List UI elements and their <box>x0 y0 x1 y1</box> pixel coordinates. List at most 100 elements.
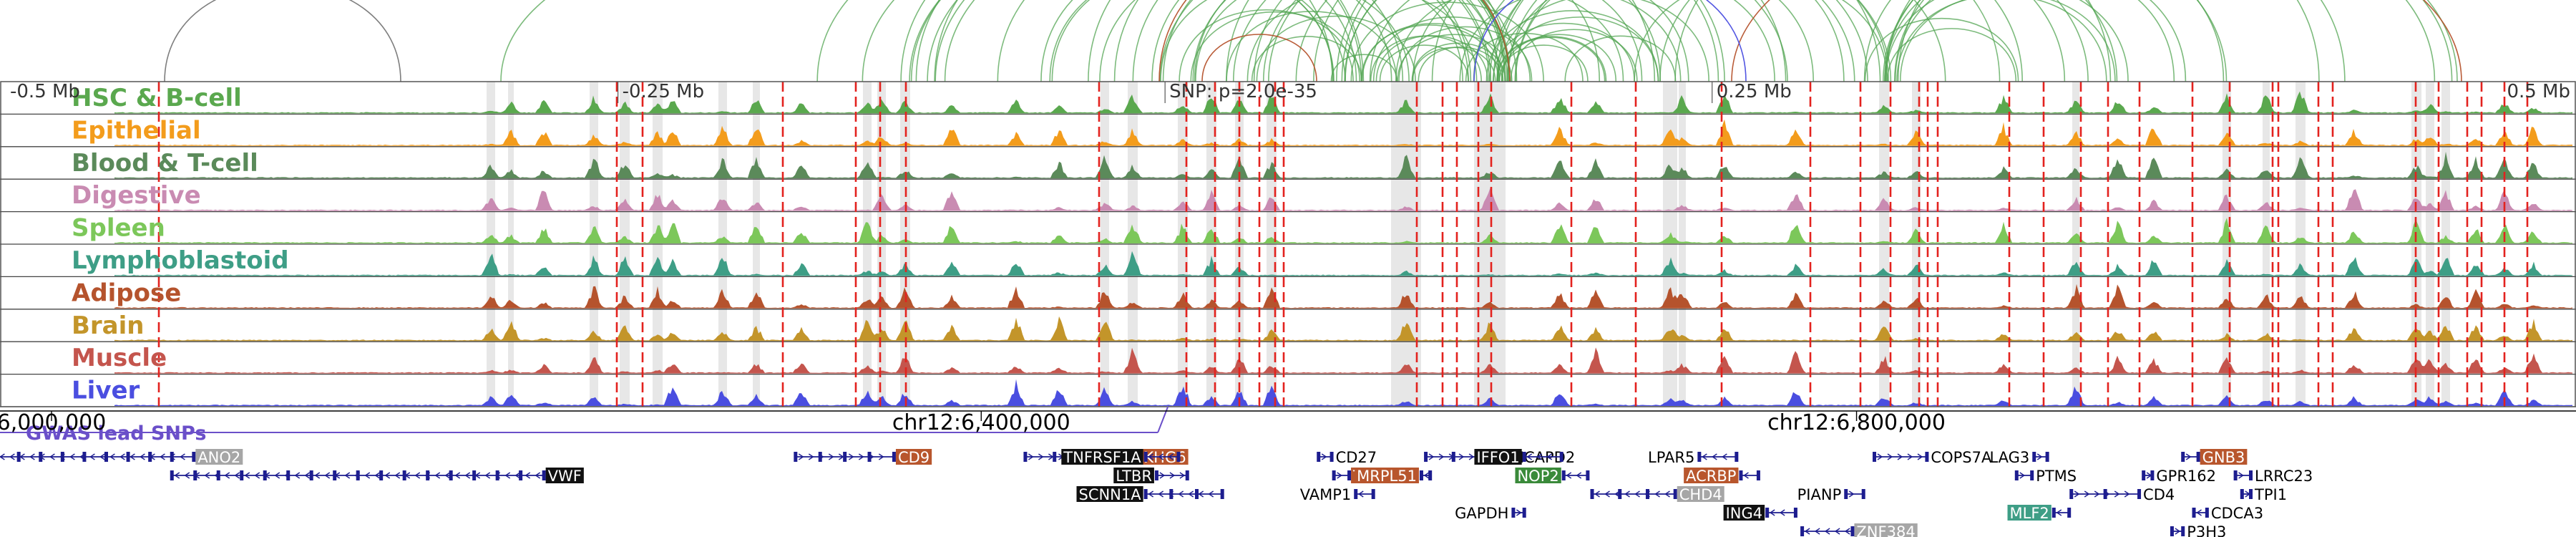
exon <box>402 470 406 480</box>
strand-chevron <box>1198 490 1204 498</box>
gene-gpr162: GPR162 <box>2142 468 2216 485</box>
distance-label: SNP: p=2.0e-35 <box>1169 81 1317 102</box>
chromatin-loop-arc <box>1564 35 1677 82</box>
exon <box>192 452 196 462</box>
exon <box>1800 526 1805 536</box>
exon <box>1023 452 1028 462</box>
chromatin-loop-arc <box>1192 0 1501 82</box>
chromatin-loop-arc <box>1246 0 1478 82</box>
strand-chevron <box>1159 472 1166 479</box>
chromatin-loop-arc <box>1497 37 1606 82</box>
strand-chevron <box>444 472 451 479</box>
strand-chevron <box>1546 453 1553 460</box>
strand-chevron <box>1028 453 1034 460</box>
exon <box>126 452 130 462</box>
strand-chevron <box>1423 472 1430 479</box>
strand-chevron <box>1188 490 1194 498</box>
gene-label: ZNF384 <box>1856 523 1915 537</box>
strand-chevron <box>1357 490 1364 498</box>
gene-label: CD9 <box>898 449 930 466</box>
strand-chevron <box>1804 528 1810 535</box>
strand-chevron <box>2238 472 2244 479</box>
strand-chevron <box>1576 472 1582 479</box>
strand-chevron <box>1844 528 1850 535</box>
strand-chevron <box>1634 490 1640 498</box>
strand-chevron <box>109 453 115 460</box>
exon <box>2051 508 2056 518</box>
gene-mrpl51: MRPL51 <box>1355 468 1433 485</box>
track-label: HSC & B-cell <box>72 84 242 112</box>
chromatin-loop-arc <box>1506 0 1775 82</box>
strand-chevron <box>1179 472 1186 479</box>
track-signal <box>114 347 2572 374</box>
gene-label: PTMS <box>2036 468 2077 485</box>
exon <box>1793 508 1797 518</box>
gene-vwf: VWF <box>170 468 584 485</box>
strand-chevron <box>0 453 5 460</box>
exon <box>1451 452 1455 462</box>
exon <box>2032 452 2036 462</box>
gene-gnb3: GNB3 <box>2181 449 2248 466</box>
exon <box>60 452 64 462</box>
strand-chevron <box>828 453 834 460</box>
strand-chevron <box>858 453 864 460</box>
track-signal <box>114 187 2572 211</box>
strand-chevron <box>1814 528 1820 535</box>
chromatin-loop-arc <box>1201 34 1317 82</box>
chromatin-loop-arc <box>1883 0 2436 82</box>
gene-cops7a: COPS7A <box>1873 449 1992 466</box>
strand-chevron <box>535 472 541 479</box>
strand-chevron <box>1148 453 1154 460</box>
gene-iffo1: IFFO1 <box>1474 449 1563 466</box>
strand-chevron <box>1897 453 1903 460</box>
strand-chevron <box>2185 453 2192 460</box>
chromatin-loop-arc <box>1885 0 2129 82</box>
strand-chevron <box>1824 528 1830 535</box>
chromatin-loop-arc <box>1190 11 1361 82</box>
exon <box>2249 470 2253 480</box>
exon <box>843 452 847 462</box>
chromatin-loop-arc <box>164 0 401 82</box>
exon <box>82 452 87 462</box>
gene-label: COPS7A <box>1931 449 1992 466</box>
chromatin-loop-arc <box>1372 16 1531 82</box>
strand-chevron <box>808 453 814 460</box>
strand-chevron <box>504 472 511 479</box>
strand-chevron <box>2084 490 2090 498</box>
distance-label: -0.25 Mb <box>623 81 704 102</box>
strand-chevron <box>1536 453 1543 460</box>
gene-label: GPR162 <box>2156 468 2216 485</box>
exon <box>2069 489 2074 499</box>
gene-lrrc23: LRRC23 <box>2233 468 2313 485</box>
exon <box>216 470 220 480</box>
strand-chevron <box>1654 490 1660 498</box>
track-label: Liver <box>72 377 140 405</box>
distance-label: 0.5 Mb <box>2507 81 2570 102</box>
gene-label: VAMP1 <box>1300 486 1352 503</box>
exon <box>2181 452 2185 462</box>
gene-label: GAPDH <box>1455 505 1508 522</box>
chromatin-loop-arc <box>1884 0 2175 82</box>
strand-chevron <box>244 472 250 479</box>
exon <box>1154 470 1158 480</box>
exon <box>2170 526 2174 536</box>
chromatin-loop-arc <box>1360 24 1499 82</box>
chromatin-loop-arc <box>1253 0 1601 82</box>
chromatin-loop-arc <box>1489 0 2089 82</box>
gene-label: TNFRSF1A <box>1063 449 1141 466</box>
gene-highlight-box <box>1854 523 1918 537</box>
exon <box>1176 452 1181 462</box>
exon <box>1347 470 1352 480</box>
exon <box>519 470 523 480</box>
strand-chevron <box>234 472 240 479</box>
gene-gapdh: GAPDH <box>1455 505 1526 522</box>
strand-chevron <box>1566 472 1572 479</box>
strand-chevron <box>204 472 210 479</box>
track-signal <box>114 151 2572 179</box>
strand-chevron <box>1178 490 1184 498</box>
strand-chevron <box>414 472 421 479</box>
strand-chevron <box>1468 453 1475 460</box>
gene-ano2: ANO2 <box>0 449 243 466</box>
exon <box>1756 470 1760 480</box>
exon <box>2067 508 2072 518</box>
